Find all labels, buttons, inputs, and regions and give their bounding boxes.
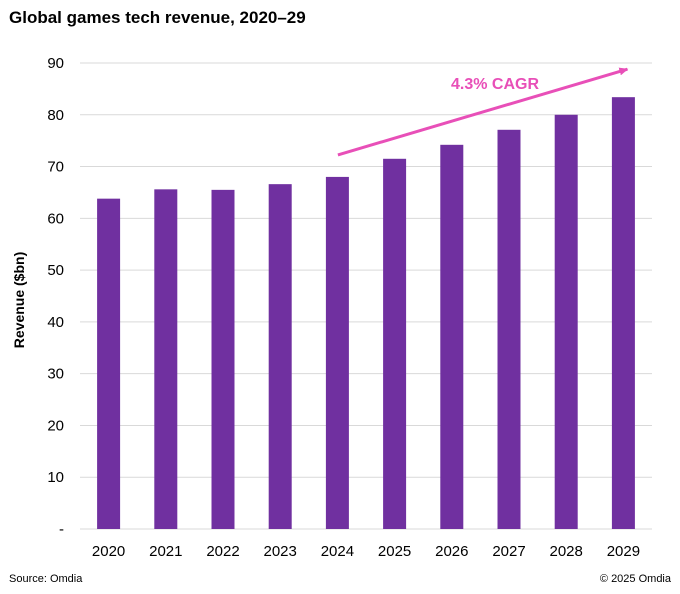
chart-title: Global games tech revenue, 2020–29 <box>9 8 306 27</box>
x-tick-label: 2020 <box>92 543 125 560</box>
bars <box>97 97 635 530</box>
x-tick-label: 2026 <box>435 543 468 560</box>
bar-2027 <box>497 129 521 529</box>
bar-2024 <box>325 176 349 529</box>
bar-2029 <box>611 97 635 529</box>
x-tick-label: 2021 <box>149 543 182 560</box>
bar-2023 <box>268 184 292 529</box>
bar-2021 <box>154 189 178 530</box>
x-tick-label: 2022 <box>206 543 239 560</box>
source-note: Source: Omdia <box>9 573 83 585</box>
cagr-label: 4.3% CAGR <box>451 76 539 93</box>
y-tick-label: 20 <box>47 417 64 434</box>
bar-2022 <box>211 189 235 529</box>
x-tick-label: 2023 <box>264 543 297 560</box>
y-axis-ticks: - 10 20 30 40 50 60 70 80 90 <box>47 55 64 538</box>
x-axis-ticks: 2020 2021 2022 2023 2024 2025 2026 2027 2028 2029 <box>92 543 640 560</box>
x-tick-label: 2029 <box>607 543 640 560</box>
y-tick-label: 10 <box>47 469 64 486</box>
x-tick-label: 2027 <box>492 543 525 560</box>
cagr-arrow <box>337 67 629 157</box>
bar-2028 <box>554 114 578 530</box>
y-tick-label: 80 <box>47 107 64 124</box>
x-tick-label: 2028 <box>550 543 583 560</box>
y-tick-label: 70 <box>47 159 64 176</box>
y-tick-label: 90 <box>47 55 64 72</box>
y-tick-label: 30 <box>47 366 64 383</box>
bar-2020 <box>97 198 121 529</box>
y-tick-label: 50 <box>47 262 64 279</box>
copyright-note: © 2025 Omdia <box>599 573 671 585</box>
y-tick-label: - <box>59 521 64 538</box>
x-tick-label: 2024 <box>321 543 354 560</box>
y-tick-label: 60 <box>47 210 64 227</box>
x-tick-label: 2025 <box>378 543 411 560</box>
y-tick-label: 40 <box>47 314 64 331</box>
bar-2025 <box>383 158 407 530</box>
cagr-annotation: 4.3% CAGR <box>337 67 629 157</box>
bar-2026 <box>440 144 464 529</box>
